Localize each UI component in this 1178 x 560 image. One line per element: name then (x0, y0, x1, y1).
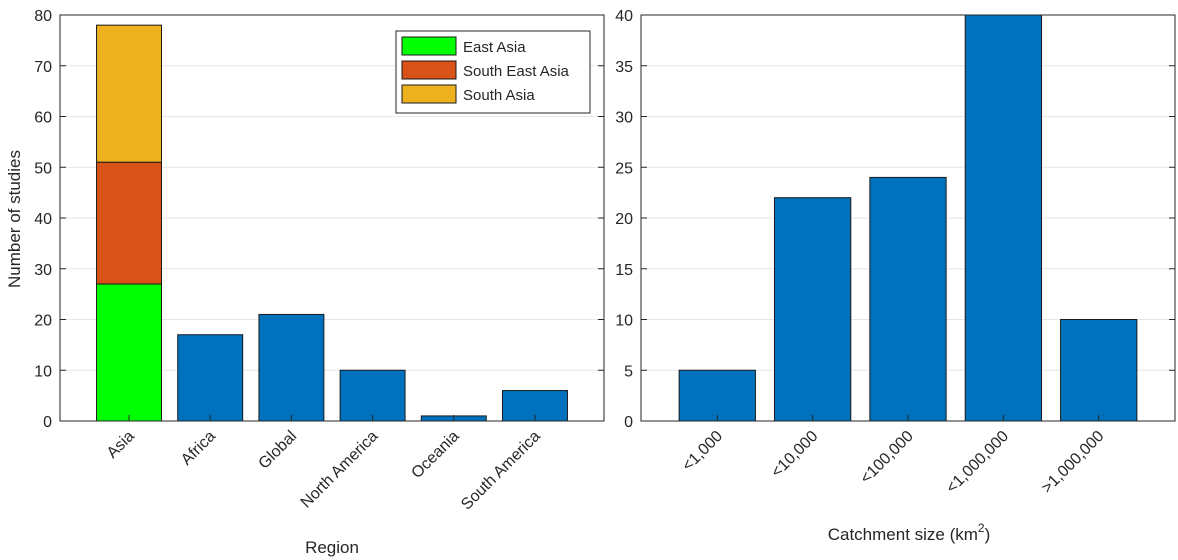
y-tick-label: 70 (34, 59, 52, 76)
y-tick-label: 30 (34, 262, 52, 279)
legend-label-south-asia: South Asia (463, 87, 535, 104)
x-tick-label-1-000-000: <1,000,000 (943, 428, 1012, 497)
bar-1-000-000 (964, 14, 1043, 422)
legend-swatch-south-asia (401, 84, 457, 104)
axes-frame (640, 14, 1176, 422)
x-tick-label-100-000: <100,000 (857, 428, 917, 488)
catchment-xlabel: Catchment size (km2) (828, 521, 991, 544)
bar-100-000 (869, 176, 947, 422)
y-tick-label: 40 (34, 211, 52, 228)
y-tick-label: 15 (615, 262, 633, 279)
axes-frame (59, 14, 605, 422)
bar-south-east-asia (96, 161, 162, 285)
y-tick-label: 10 (615, 313, 633, 330)
y-tick-label: 20 (34, 313, 52, 330)
x-tick-label-1-000-000: >1,000,000 (1039, 428, 1108, 497)
x-tick-label-oceania: Oceania (408, 428, 462, 482)
x-tick-label-south-america: South America (458, 428, 544, 514)
bar-10-000 (774, 197, 852, 422)
bar-south-asia (96, 24, 162, 163)
y-tick-label: 0 (624, 414, 633, 431)
bar-east-asia (96, 283, 162, 422)
y-tick-label: 5 (624, 363, 633, 380)
y-tick-label: 80 (34, 8, 52, 25)
x-tick-label-10-000: <10,000 (768, 428, 821, 481)
legend-label-east-asia: East Asia (463, 39, 526, 56)
bar-1-000 (678, 369, 756, 422)
x-tick-label-global: Global (256, 428, 301, 473)
y-tick-label: 10 (34, 363, 52, 380)
bar-1-000-000 (1060, 319, 1138, 422)
y-tick-label: 35 (615, 59, 633, 76)
region-xlabel: Region (305, 538, 359, 557)
x-tick-label-north-america: North America (298, 428, 382, 512)
bar-africa (177, 334, 244, 422)
legend-swatch-south-east-asia (401, 60, 457, 80)
y-tick-label: 25 (615, 160, 633, 177)
legend: East Asia South East Asia South Asia (395, 30, 591, 114)
y-tick-label: 0 (43, 414, 52, 431)
x-tick-label-asia: Asia (104, 428, 138, 462)
bar-global (258, 313, 325, 422)
y-tick-label: 30 (615, 110, 633, 127)
x-tick-label-africa: Africa (178, 428, 219, 469)
y-tick-label: 20 (615, 211, 633, 228)
y-tick-label: 50 (34, 160, 52, 177)
studies-ylabel: Number of studies (5, 150, 24, 288)
legend-label-south-east-asia: South East Asia (463, 63, 570, 80)
y-tick-label: 40 (615, 8, 633, 25)
catchment-xlabel-superscript: 2 (978, 521, 985, 535)
y-tick-label: 60 (34, 110, 52, 127)
x-tick-label-1-000: <1,000 (679, 428, 726, 475)
catchment-xlabel-suffix: ) (985, 525, 991, 544)
legend-swatch-east-asia (401, 36, 457, 56)
catchment-chart: 0 5 10 15 20 25 30 35 40 <1,000 <10,000 <100,000 <1,… (615, 8, 1176, 497)
bar-north-america (339, 369, 406, 422)
catchment-xlabel-main: Catchment size (km (828, 525, 978, 544)
